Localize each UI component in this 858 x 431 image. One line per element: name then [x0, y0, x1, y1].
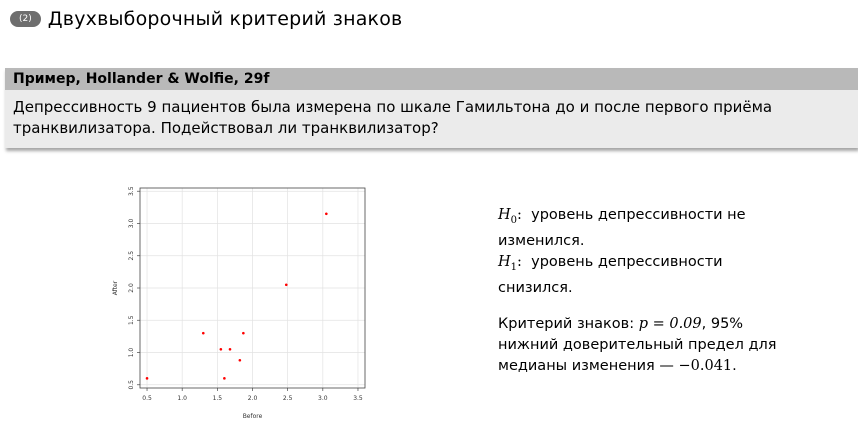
scatter-chart-svg: 0.5 1.0 1.5 2.0 2.5 3.0 3.5 0.5 1.0 1.5 2.0 2.5 3.0 3… — [112, 186, 366, 420]
data-point — [284, 283, 288, 287]
h1-text-2: снизился. — [498, 279, 573, 296]
h0-text-1: уровень депрессивности не — [531, 207, 746, 223]
result-line-3-suffix: . — [732, 358, 737, 374]
result-line-2: нижний доверительный предел для — [498, 337, 777, 353]
result-suffix: , 95% — [701, 316, 744, 332]
data-point — [201, 331, 205, 335]
x-axis-label: Before — [243, 413, 263, 420]
slide-title: Двухвыборочный критерий знаков — [47, 8, 403, 30]
example-block: Пример, Hollander & Wolfie, 29f Депресси… — [5, 68, 858, 148]
y-tick-label: 1.0 — [128, 348, 135, 358]
x-tick-label: 0.5 — [142, 395, 152, 402]
data-point — [242, 331, 245, 335]
y-tick-label: 2.5 — [128, 251, 135, 261]
h0-text-2: изменился. — [498, 232, 585, 249]
h0-subscript: 0 — [510, 214, 518, 226]
result-line-3-prefix: медианы изменения — — [498, 358, 674, 374]
slide-number-badge: (2) — [10, 11, 41, 27]
h1-line-1: H1: уровень депрессивности — [498, 253, 723, 273]
result-line-3: медианы изменения — −0.041. — [498, 356, 776, 377]
x-tick-label: 3.5 — [353, 395, 363, 402]
p-value-expression: p = 0.09 — [638, 316, 702, 332]
result-prefix: Критерий знаков: — [498, 316, 635, 332]
h0-symbol: H — [498, 207, 511, 223]
slide-header: (2) Двухвыборочный критерий знаков — [10, 8, 402, 30]
lower-bound-value: −0.041 — [678, 358, 733, 374]
h1-subscript: 1 — [510, 261, 518, 273]
h1-symbol: H — [498, 253, 511, 270]
example-title: Пример, Hollander & Wolfie, 29f — [5, 68, 858, 90]
result-line-1: Критерий знаков: p = 0.09, 95% — [498, 314, 776, 335]
y-tick-label: 2.0 — [128, 283, 135, 293]
hypotheses: H0: уровень депрессивности не изменился.… — [498, 205, 746, 299]
example-body-line-2: транквилизатора. Подействовал ли транкви… — [13, 119, 439, 137]
x-tick-label: 2.0 — [248, 395, 258, 402]
x-tick-label: 3.0 — [318, 395, 328, 402]
data-point — [325, 212, 328, 216]
scatter-plot: 0.5 1.0 1.5 2.0 2.5 3.0 3.5 0.5 1.0 1.5 2.0 2.5 3.0 3… — [105, 180, 370, 429]
y-tick-label: 0.5 — [128, 380, 135, 390]
y-axis-label: After — [112, 280, 119, 295]
x-tick-label: 1.5 — [213, 395, 223, 402]
data-point — [223, 377, 226, 380]
y-tick-label: 3.0 — [128, 219, 135, 229]
h0-line-1: H0: уровень депрессивности не — [498, 207, 746, 226]
x-tick-label: 1.0 — [177, 395, 187, 402]
h1-text-1: уровень депрессивности — [531, 253, 723, 270]
data-point — [228, 347, 232, 351]
test-result: Критерий знаков: p = 0.09, 95% нижний до… — [498, 314, 776, 377]
example-body-line-1: Депрессивность 9 пациентов была измерена… — [13, 98, 773, 116]
x-tick-label: 2.5 — [283, 395, 293, 402]
example-body: Депрессивность 9 пациентов была измерена… — [5, 90, 858, 148]
data-point — [145, 377, 149, 380]
y-tick-label: 1.5 — [128, 315, 135, 325]
y-tick-label: 3.5 — [128, 186, 135, 196]
data-point — [238, 358, 242, 362]
data-point — [219, 347, 223, 351]
